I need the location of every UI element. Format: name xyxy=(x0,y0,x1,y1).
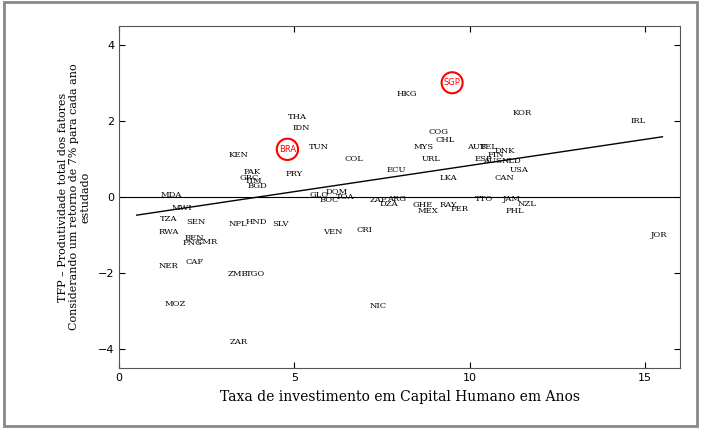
Text: FIN: FIN xyxy=(488,151,504,159)
X-axis label: Taxa de investimento em Capital Humano em Anos: Taxa de investimento em Capital Humano e… xyxy=(219,390,580,404)
Text: ZMB: ZMB xyxy=(228,270,249,278)
Text: PNG: PNG xyxy=(183,239,203,247)
Text: DOM: DOM xyxy=(325,188,348,196)
Text: LKA: LKA xyxy=(440,174,458,182)
Text: NIC: NIC xyxy=(370,303,387,310)
Text: MDA: MDA xyxy=(161,191,182,199)
Text: SGP: SGP xyxy=(444,78,461,87)
Text: CRI: CRI xyxy=(357,226,372,235)
Text: MYS: MYS xyxy=(414,143,434,152)
Text: JOR: JOR xyxy=(651,231,667,239)
Text: PHL: PHL xyxy=(506,207,524,215)
Text: HND: HND xyxy=(245,217,266,226)
Text: NER: NER xyxy=(158,262,178,270)
Text: HKG: HKG xyxy=(396,90,417,98)
Text: ECU: ECU xyxy=(386,166,406,174)
Text: BGD: BGD xyxy=(247,182,268,190)
Text: BRA: BRA xyxy=(279,145,296,154)
Text: IRL: IRL xyxy=(630,117,646,125)
Text: MOZ: MOZ xyxy=(165,300,186,308)
Y-axis label: TFP – Produtividade total dos fatores
Considerando um retorno de 7% para cada an: TFP – Produtividade total dos fatores Co… xyxy=(57,64,91,330)
Text: NPL: NPL xyxy=(229,220,247,228)
Text: NZL: NZL xyxy=(518,200,537,208)
Text: TUN: TUN xyxy=(309,143,329,152)
Text: CHL: CHL xyxy=(435,136,455,144)
Text: CAN: CAN xyxy=(495,174,515,182)
Text: GRC: GRC xyxy=(239,174,259,182)
Text: BEN: BEN xyxy=(185,234,204,242)
Text: TOA: TOA xyxy=(336,193,355,201)
Text: GLO: GLO xyxy=(309,191,329,199)
Text: VEN: VEN xyxy=(323,228,343,236)
Text: KEN: KEN xyxy=(229,151,248,159)
Text: THA: THA xyxy=(288,113,308,121)
Text: ARG: ARG xyxy=(386,195,406,203)
Text: CMR: CMR xyxy=(196,238,217,246)
Text: NLD: NLD xyxy=(502,157,522,165)
Text: PER: PER xyxy=(450,205,468,213)
Text: COG: COG xyxy=(428,128,448,136)
Text: BEL: BEL xyxy=(480,143,498,152)
Text: TTO: TTO xyxy=(475,195,493,203)
Text: GHE: GHE xyxy=(412,201,433,209)
Text: TGO: TGO xyxy=(246,270,266,278)
Text: USA: USA xyxy=(510,166,528,174)
Text: COL: COL xyxy=(345,155,363,163)
Text: BOC: BOC xyxy=(320,196,339,204)
Text: IDN: IDN xyxy=(293,125,310,132)
Text: DNK: DNK xyxy=(494,147,515,155)
Text: RAY: RAY xyxy=(440,201,457,209)
Text: SLV: SLV xyxy=(272,220,289,228)
Text: JAM: JAM xyxy=(503,195,521,203)
Text: KOR: KOR xyxy=(512,109,532,117)
Text: ZAR: ZAR xyxy=(229,338,247,346)
Text: SEN: SEN xyxy=(186,217,206,226)
Text: AUS: AUS xyxy=(483,157,502,165)
Text: DZA: DZA xyxy=(380,200,398,208)
Text: PAK: PAK xyxy=(244,168,261,176)
Text: TZA: TZA xyxy=(160,215,177,223)
Text: PRY: PRY xyxy=(286,170,303,178)
Text: URL: URL xyxy=(422,155,440,163)
Text: MWI: MWI xyxy=(172,204,193,211)
Text: MEX: MEX xyxy=(417,207,438,215)
Text: ZAP: ZAP xyxy=(370,196,387,204)
Text: RWA: RWA xyxy=(158,228,179,236)
Text: TIM: TIM xyxy=(245,177,263,185)
Text: CAF: CAF xyxy=(185,259,204,266)
Text: AUT: AUT xyxy=(468,143,486,152)
Text: ESP: ESP xyxy=(475,155,493,163)
